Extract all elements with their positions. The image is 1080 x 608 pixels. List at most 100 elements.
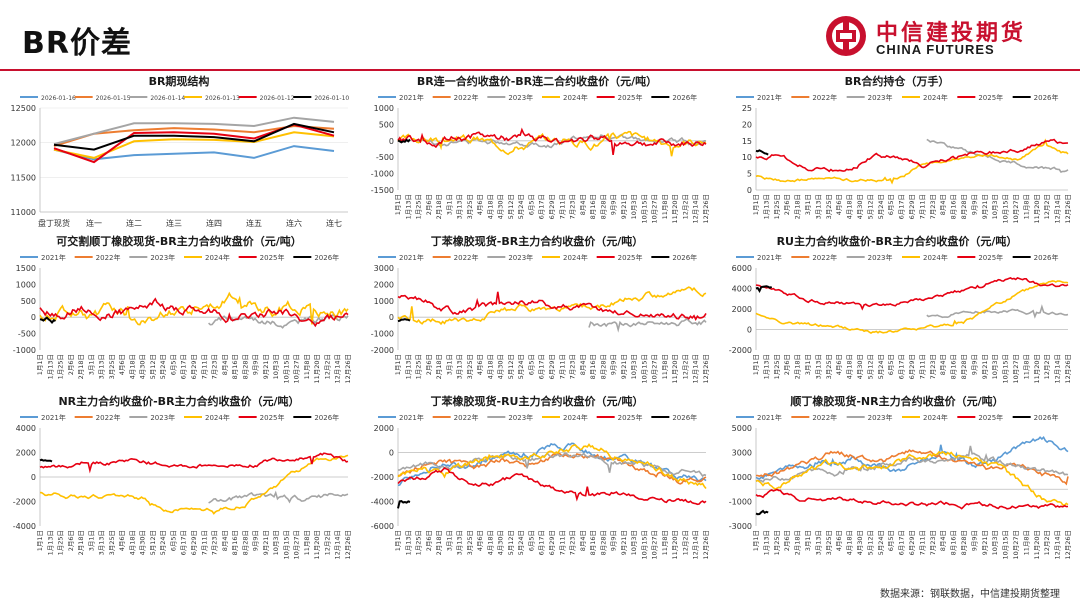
y-tick-label: -500 bbox=[376, 153, 394, 162]
y-tick-label: 6000 bbox=[732, 264, 752, 273]
x-tick-label: 6月29日 bbox=[548, 530, 556, 555]
y-tick-label: 10 bbox=[742, 153, 752, 162]
x-tick-label: 6月17日 bbox=[898, 194, 906, 219]
legend-label: 2021年 bbox=[757, 93, 782, 102]
chart-svg: 可交割顺丁橡胶现货-BR主力合约收盘价（元/吨） 2021年 2022年 2023年 2… bbox=[13, 234, 352, 384]
x-tick-label: 7月11日 bbox=[918, 194, 926, 219]
x-tick-label: 9月21日 bbox=[262, 530, 270, 555]
x-tick-label: 7月11日 bbox=[200, 354, 208, 379]
x-tick-label: 5月12日 bbox=[507, 354, 515, 379]
x-tick-label: 2月6日 bbox=[67, 354, 75, 375]
y-tick-label: 1000 bbox=[732, 473, 752, 482]
x-tick-label: 8月4日 bbox=[579, 194, 587, 215]
x-tick-label: 6月29日 bbox=[908, 354, 916, 379]
x-tick-label: 10月3日 bbox=[630, 530, 638, 555]
x-tick-label: 5月24日 bbox=[517, 194, 525, 219]
x-tick-label: 3月1日 bbox=[87, 530, 95, 551]
legend-label: 2026年 bbox=[1034, 93, 1059, 102]
x-tick-label: 1月1日 bbox=[394, 530, 402, 551]
x-tick-label: 6月17日 bbox=[538, 530, 546, 555]
x-tick-label: 3月13日 bbox=[456, 354, 464, 379]
legend-label: 2023年 bbox=[868, 253, 893, 262]
y-tick-label: 0 bbox=[31, 473, 36, 482]
x-tick-label: 12月26日 bbox=[1064, 194, 1072, 224]
x-tick-label: 10月15日 bbox=[640, 354, 648, 384]
x-tick-label: 5月24日 bbox=[877, 354, 885, 379]
y-tick-label: 4000 bbox=[16, 424, 36, 433]
y-tick-label: -1500 bbox=[371, 186, 394, 195]
page-title: BR价差 bbox=[22, 26, 132, 61]
series-line-2026-01-14 bbox=[53, 116, 335, 146]
x-tick-label: 1月1日 bbox=[752, 354, 760, 375]
x-tick-label: 4月6日 bbox=[118, 530, 126, 551]
x-tick-label: 6月5日 bbox=[887, 530, 895, 551]
x-tick-label: 1月25日 bbox=[57, 354, 65, 379]
x-tick-label: 12月26日 bbox=[702, 194, 710, 224]
x-tick-label: 9月9日 bbox=[610, 354, 618, 375]
x-tick-label: 12月14日 bbox=[334, 530, 342, 560]
series-line-2026-01-13 bbox=[53, 131, 335, 159]
x-tick-label: 10月15日 bbox=[282, 530, 290, 560]
legend-label: 2024年 bbox=[923, 93, 948, 102]
series-line-2023年 bbox=[208, 490, 349, 504]
x-tick-labels: 1月1日 1月13日 1月25日 2月6日 2月18日 3月1日 3月13日 3月25日 4月6… bbox=[752, 530, 1072, 560]
x-tick-label: 10月3日 bbox=[272, 530, 280, 555]
x-tick-label: 12月14日 bbox=[1054, 354, 1062, 384]
chart-svg: BR期现结构 2026-01-16 2026-01-15 2026-01-14 2026… bbox=[11, 74, 350, 228]
x-tick-label: 3月13日 bbox=[98, 530, 106, 555]
chart-title: 丁苯橡胶现货-BR主力合约收盘价（元/吨） bbox=[431, 234, 643, 248]
legend-label: 2026-01-13 bbox=[205, 95, 240, 102]
series-line-2024年 bbox=[397, 286, 707, 326]
citic-logo-icon bbox=[826, 16, 866, 56]
x-tick-label: 8月4日 bbox=[579, 354, 587, 375]
x-tick-label: 4月18日 bbox=[846, 530, 854, 555]
x-tick-label: 4月30日 bbox=[139, 530, 147, 555]
y-tick-label: 500 bbox=[379, 120, 394, 129]
x-tick-label: 6月5日 bbox=[528, 354, 536, 375]
x-tick-label: 7月23日 bbox=[569, 530, 577, 555]
y-tick-label: 0 bbox=[389, 313, 394, 322]
series-line-2024年 bbox=[755, 450, 1069, 507]
x-tick-label: 11月8日 bbox=[1022, 530, 1030, 555]
x-tick-label: 3月25日 bbox=[466, 530, 474, 555]
x-tick-label: 4月6日 bbox=[476, 354, 484, 375]
x-tick-label: 12月26日 bbox=[702, 530, 710, 560]
y-tick-label: 500 bbox=[21, 297, 36, 306]
chart-svg: RU主力合约收盘价-BR主力合约收盘价（元/吨） 2021年 2022年 2023年 2… bbox=[729, 234, 1072, 384]
header-divider bbox=[0, 69, 1080, 71]
legend-label: 2021年 bbox=[399, 253, 424, 262]
x-tick-label: 1月1日 bbox=[36, 530, 44, 551]
chart-title: BR期现结构 bbox=[149, 74, 210, 88]
x-tick-label: 5月24日 bbox=[517, 354, 525, 379]
legend-label: 2025年 bbox=[618, 413, 643, 422]
x-tick-label: 1月25日 bbox=[773, 354, 781, 379]
x-tick-label: 6月5日 bbox=[528, 530, 536, 551]
y-tick-label: 0 bbox=[389, 137, 394, 146]
series-line-2026年 bbox=[397, 500, 411, 509]
x-tick-label: 连七 bbox=[326, 218, 342, 228]
header: BR价差 中信建投期货 CHINA FUTURES bbox=[0, 0, 1080, 71]
x-tick-label: 9月9日 bbox=[252, 354, 260, 375]
x-tick-label: 8月16日 bbox=[589, 530, 597, 555]
x-tick-label: 10月3日 bbox=[630, 194, 638, 219]
x-tick-label: 8月16日 bbox=[950, 194, 958, 219]
x-tick-label: 5月12日 bbox=[149, 530, 157, 555]
x-tick-label: 7月11日 bbox=[558, 354, 566, 379]
legend-label: 2021年 bbox=[757, 253, 782, 262]
x-tick-label: 9月21日 bbox=[620, 530, 628, 555]
x-tick-label: 8月28日 bbox=[960, 530, 968, 555]
x-tick-label: 4月18日 bbox=[486, 194, 494, 219]
x-tick-label: 连三 bbox=[166, 218, 182, 228]
x-tick-label: 12月14日 bbox=[334, 354, 342, 384]
legend-label: 2021年 bbox=[399, 93, 424, 102]
x-tick-label: 1月1日 bbox=[394, 354, 402, 375]
series-line-2026年 bbox=[39, 316, 56, 325]
x-tick-label: 11月20日 bbox=[313, 354, 321, 384]
x-tick-label: 4月18日 bbox=[486, 354, 494, 379]
x-tick-label: 5月12日 bbox=[507, 530, 515, 555]
x-tick-label: 7月23日 bbox=[929, 530, 937, 555]
x-tick-labels: 1月1日 1月13日 1月25日 2月6日 2月18日 3月1日 3月13日 3月25日 4月6… bbox=[394, 194, 710, 224]
x-tick-label: 2月18日 bbox=[77, 354, 85, 379]
x-tick-label: 5月12日 bbox=[149, 354, 157, 379]
series-line-2025年 bbox=[755, 488, 1069, 510]
